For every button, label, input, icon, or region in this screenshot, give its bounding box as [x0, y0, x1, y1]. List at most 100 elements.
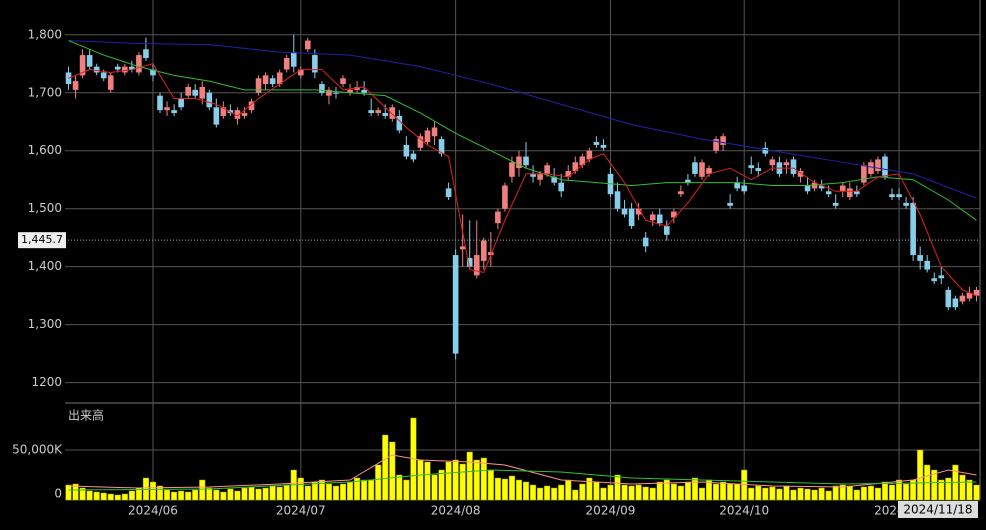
- candle-body: [938, 275, 945, 279]
- volume-bar: [811, 489, 818, 501]
- candle-body: [649, 214, 656, 221]
- candle-body: [903, 202, 909, 206]
- candle-body: [452, 255, 459, 354]
- volume-bar: [107, 493, 114, 501]
- volume-bar: [241, 487, 248, 501]
- volume-bar: [297, 477, 304, 501]
- candle-body: [924, 260, 931, 270]
- candle-body: [86, 55, 93, 67]
- candle-body: [368, 110, 374, 114]
- volume-bar: [438, 469, 445, 501]
- volume-bar: [860, 486, 867, 501]
- volume-bar: [382, 434, 389, 501]
- candle-body: [692, 162, 698, 174]
- candle-body: [966, 292, 973, 299]
- volume-bar: [938, 479, 945, 501]
- candle-body: [931, 278, 938, 282]
- candle-body: [952, 298, 959, 308]
- volume-bar: [677, 485, 684, 501]
- candle-body: [530, 173, 536, 177]
- volume-bar: [720, 481, 727, 501]
- volume-bar: [966, 479, 973, 501]
- volume-bar: [185, 491, 192, 501]
- volume-bar: [164, 489, 171, 501]
- candle-body: [797, 171, 804, 177]
- candle-body: [495, 211, 501, 224]
- candle-body: [551, 176, 557, 183]
- volume-bar: [494, 477, 501, 501]
- volume-bar: [656, 481, 663, 501]
- candle-body: [276, 72, 283, 85]
- candle-body: [861, 165, 867, 183]
- volume-bar: [537, 487, 544, 501]
- volume-bar: [663, 479, 670, 501]
- x-tick-label: 2024/08: [431, 504, 481, 518]
- x-tick-label: 2024/10: [719, 504, 769, 518]
- volume-bar: [825, 490, 832, 501]
- candle-body: [269, 78, 276, 85]
- volume-bar: [917, 449, 924, 501]
- volume-bar: [755, 485, 762, 501]
- volume-bar: [797, 487, 804, 501]
- volume-bar: [100, 492, 107, 501]
- candle-body: [783, 162, 790, 166]
- candle-body: [846, 188, 853, 198]
- candle-body: [72, 81, 79, 90]
- volume-bar: [431, 474, 438, 501]
- candle-body: [361, 89, 367, 93]
- volume-bar: [269, 485, 276, 501]
- volume-bar: [361, 479, 368, 501]
- volume-bar: [551, 487, 558, 501]
- candle-body: [544, 165, 550, 174]
- candle-body: [424, 130, 431, 143]
- volume-bar: [508, 475, 515, 501]
- volume-bar: [762, 487, 769, 501]
- volume-bar: [945, 477, 952, 501]
- candle-body: [910, 202, 916, 256]
- candle-body: [945, 289, 952, 308]
- y-tick-label: 1,800: [28, 27, 62, 41]
- volume-bar: [114, 494, 121, 501]
- volume-bar: [748, 487, 755, 501]
- volume-bar: [128, 490, 135, 501]
- candle-body: [199, 86, 206, 99]
- volume-bar: [318, 479, 325, 501]
- volume-bar: [424, 461, 431, 501]
- candle-body: [832, 202, 839, 206]
- volume-bar: [368, 479, 375, 501]
- candle-body: [157, 95, 163, 111]
- volume-bar: [347, 481, 354, 501]
- moving-average-line: [68, 40, 977, 221]
- candle-body: [875, 159, 881, 172]
- candle-body: [586, 150, 593, 160]
- volume-bar: [473, 459, 480, 501]
- candle-body: [699, 162, 705, 177]
- volume-average-line: [68, 454, 977, 489]
- candle-body: [185, 86, 191, 96]
- volume-bar: [818, 487, 825, 501]
- volume-bar: [396, 474, 403, 501]
- candle-body: [297, 69, 304, 76]
- volume-bar: [501, 478, 508, 501]
- volume-bar: [332, 485, 340, 501]
- volume-bar: [121, 493, 128, 501]
- volume-bar: [522, 481, 530, 501]
- candle-body: [502, 185, 508, 209]
- volume-bar: [867, 485, 874, 501]
- volume-bar: [262, 487, 269, 501]
- volume-bar: [354, 477, 361, 501]
- candle-body: [572, 162, 579, 172]
- candle-body: [727, 202, 733, 206]
- candle-body: [488, 252, 494, 256]
- volume-bar: [466, 451, 473, 501]
- volume-bar: [888, 484, 896, 501]
- candle-body: [565, 171, 572, 177]
- candle-body: [748, 165, 755, 169]
- candle-body: [396, 115, 403, 131]
- candle-body: [889, 194, 895, 198]
- candle-body: [382, 113, 389, 116]
- candle-body: [818, 185, 825, 189]
- candle-body: [79, 55, 86, 76]
- candle-body: [220, 107, 227, 116]
